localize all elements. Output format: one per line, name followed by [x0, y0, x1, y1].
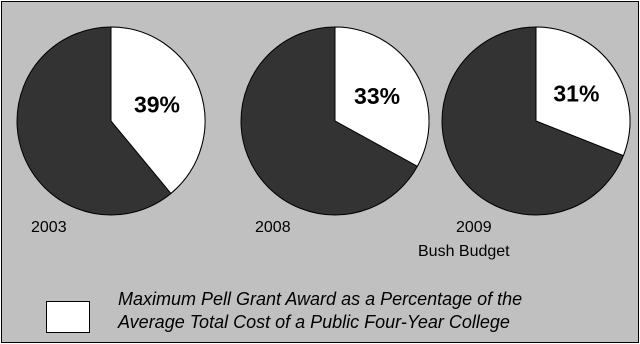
slice-percent-label: 33%: [354, 83, 400, 109]
pie-share-slice: [110, 26, 206, 195]
year-label: 2009: [456, 219, 492, 236]
pie-share-slice: [535, 26, 631, 157]
pie-share-slice: [334, 26, 430, 167]
slice-percent-label: 31%: [553, 81, 599, 107]
pie-charts: 39% 2003 33% 2008 31% 2009 Bush Budget: [16, 26, 631, 260]
legend-swatch: [46, 301, 90, 333]
budget-subtitle-label: Bush Budget: [418, 243, 510, 260]
year-label: 2008: [255, 219, 291, 236]
legend-text: Maximum Pell Grant Award as a Percentage…: [118, 288, 633, 334]
legend-line-2: Average Total Cost of a Public Four-Year…: [118, 312, 510, 332]
slice-percent-label: 39%: [134, 91, 180, 117]
year-label: 2003: [31, 219, 67, 236]
legend-line-1: Maximum Pell Grant Award as a Percentage…: [118, 289, 523, 309]
